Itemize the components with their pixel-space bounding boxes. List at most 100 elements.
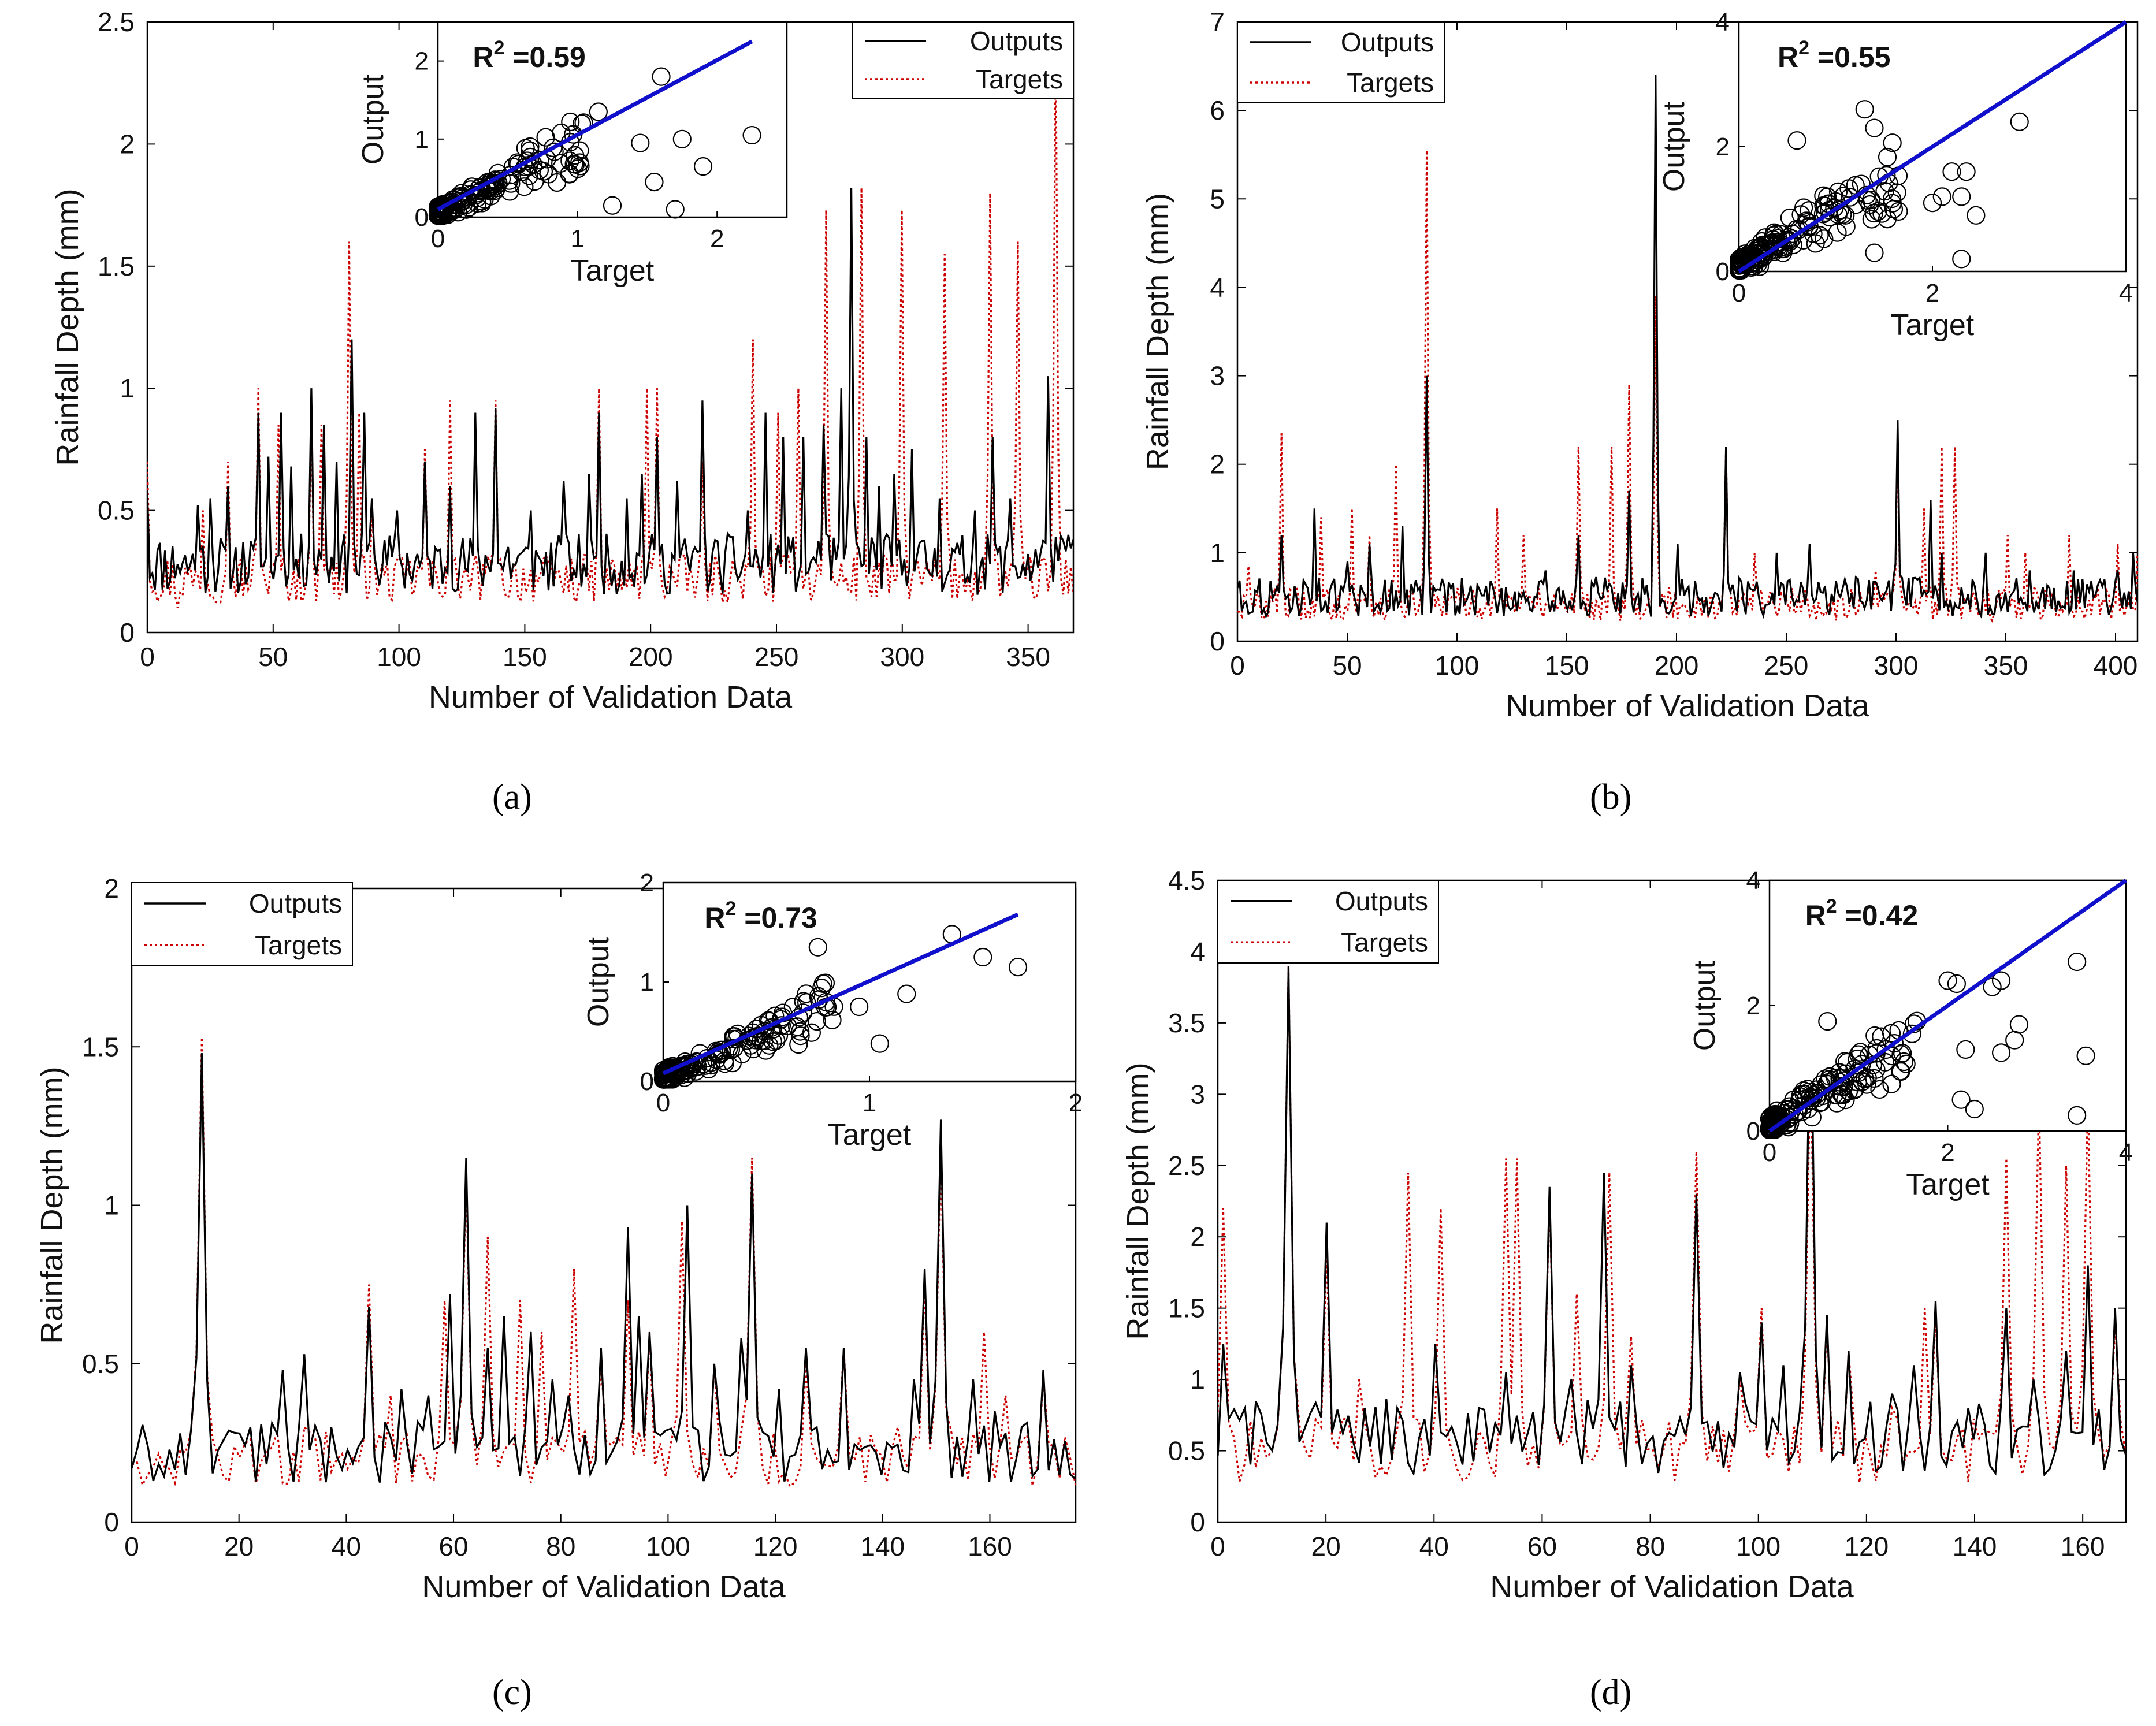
legend-frame [131, 882, 353, 966]
inset-x-tick-label: 2 [1069, 1089, 1083, 1117]
scatter-point [850, 997, 869, 1017]
scatter-point [1938, 971, 1957, 990]
inset-y-tick-label: 2 [1746, 992, 1760, 1020]
chart-panel-a: 0 50 100 150 200 250 300 35000.511.522.5Number … [50, 7, 1075, 715]
y-tick-label: 1 [120, 373, 135, 403]
inset-x-tick-label: 0 [431, 225, 445, 253]
y-tick-label: 0.5 [1168, 1436, 1205, 1466]
scatter-point [2068, 1106, 2087, 1125]
scatter-point [1883, 189, 1902, 209]
y-tick-label: 0 [1210, 626, 1225, 656]
scatter-point [429, 206, 448, 225]
scatter-point [1730, 261, 1749, 280]
inset-y-tick-label: 2 [1716, 133, 1730, 161]
y-tick-label: 0.5 [82, 1349, 119, 1379]
scatter-point [752, 1031, 771, 1051]
x-tick-label: 20 [224, 1531, 254, 1561]
caption-c: (c) [492, 1673, 532, 1712]
x-tick-label: 250 [1764, 650, 1809, 680]
y-tick-label: 3 [1210, 361, 1225, 391]
y-tick-label: 2 [104, 873, 119, 903]
scatter-point [787, 1017, 807, 1036]
scatter-point [1770, 239, 1789, 258]
scatter-point [666, 200, 685, 219]
scatter-point [430, 198, 449, 217]
legend-frame [852, 21, 1074, 99]
inset-scatter: 0 2 4 0 2 4 Target Output R2 =0.55 [1657, 8, 2133, 342]
inset-x-tick-label: 0 [1732, 279, 1746, 307]
x-tick-label: 80 [1635, 1531, 1665, 1561]
r-squared-label: R2 =0.42 [1805, 895, 1918, 932]
r-squared-label: R2 =0.59 [473, 37, 585, 73]
x-tick-label: 160 [2061, 1531, 2105, 1561]
inset-x-tick-label: 0 [1763, 1139, 1776, 1167]
y-tick-label: 2.5 [1168, 1151, 1205, 1181]
legend-frame [1217, 880, 1439, 964]
scatter-point [1967, 206, 1986, 225]
scatter-point [570, 141, 589, 160]
series-line-outputs [147, 188, 1073, 595]
scatter-point [1830, 1073, 1849, 1092]
scatter-point [1835, 1052, 1854, 1071]
x-tick-label: 300 [1874, 650, 1919, 680]
y-tick-label: 2.5 [98, 7, 135, 37]
inset-x-tick-label: 1 [570, 225, 584, 253]
inset-y-tick-label: 1 [640, 968, 654, 996]
series-group [1237, 75, 2138, 623]
scatter-point [1894, 1052, 1914, 1072]
inset-x-tick-label: 2 [1941, 1139, 1954, 1167]
x-tick-label: 140 [1953, 1531, 1997, 1561]
x-tick-label: 100 [1435, 650, 1480, 680]
y-tick-label: 5 [1210, 184, 1225, 214]
inset-y-tick-label: 0 [640, 1067, 654, 1096]
scatter-point [1952, 187, 1971, 206]
y-tick-label: 0 [120, 618, 135, 648]
y-tick-label: 1.5 [1168, 1293, 1205, 1323]
x-tick-label: 400 [2094, 650, 2138, 680]
x-axis-label: Number of Validation Data [1490, 1569, 1854, 1604]
x-tick-label: 200 [629, 642, 673, 672]
scatter-point [791, 1022, 810, 1041]
x-tick-label: 100 [646, 1531, 690, 1561]
y-axis-label: Rainfall Depth (mm) [1121, 1062, 1155, 1340]
y-tick-label: 3.5 [1168, 1008, 1205, 1038]
scatter-point [1882, 1074, 1901, 1093]
scatter-point [2010, 112, 2029, 131]
scatter-point [1794, 198, 1813, 217]
x-tick-label: 250 [754, 642, 799, 672]
scatter-point [1952, 250, 1971, 269]
x-tick-label: 200 [1655, 650, 1699, 680]
y-tick-label: 2 [1190, 1222, 1205, 1252]
scatter-point [645, 173, 664, 192]
x-tick-label: 140 [860, 1531, 905, 1561]
series-group [1218, 966, 2126, 1483]
fit-line [1738, 20, 2127, 273]
x-tick-label: 0 [1230, 650, 1245, 680]
inset-y-tick-label: 4 [1746, 866, 1760, 895]
scatter-point [1836, 206, 1855, 225]
scatter-point [631, 133, 650, 152]
inset-x-label: Target [828, 1118, 912, 1152]
scatter-point [897, 984, 916, 1003]
scatter-point [1867, 1044, 1886, 1063]
scatter-point [570, 153, 589, 172]
x-tick-label: 120 [1844, 1531, 1889, 1561]
y-tick-label: 0 [104, 1507, 119, 1537]
legend-label-outputs: Outputs [1335, 886, 1428, 916]
y-tick-label: 3 [1190, 1079, 1205, 1109]
inset-scatter: 0 2 4 0 2 4 Target Output R2 =0.42 [1688, 866, 2133, 1201]
y-tick-label: 4.5 [1168, 865, 1205, 895]
scatter-point [1865, 243, 1884, 262]
x-axis-label: Number of Validation Data [422, 1569, 786, 1604]
x-tick-label: 60 [1527, 1531, 1557, 1561]
x-tick-label: 50 [258, 642, 288, 672]
x-tick-label: 0 [124, 1531, 139, 1561]
scatter-point [1947, 974, 1967, 994]
inset-scatter: 0 1 2 0 1 2 Target Output R2 =0.73 [582, 869, 1083, 1152]
scatter-point [1862, 210, 1881, 229]
scatter-point [1883, 133, 1902, 152]
scatter-point [1765, 1120, 1785, 1139]
scatter-point [823, 1010, 842, 1029]
inset-scatter: 0 1 2 0 1 2 Target Output R2 =0.59 [356, 21, 788, 288]
